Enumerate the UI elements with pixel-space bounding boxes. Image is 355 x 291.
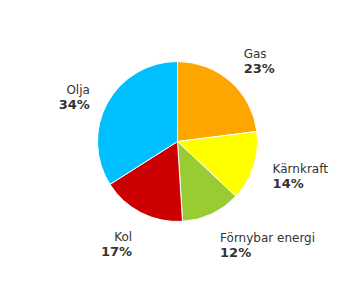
data-label: 14% <box>273 176 304 191</box>
chart-container: Gas23% Kärnkraft14% Förnybar energi12% Kol1… <box>0 0 355 291</box>
data-label: 12% <box>220 245 251 260</box>
chart: Gas23% Kärnkraft14% Förnybar energi12% Kol1… <box>0 0 355 291</box>
slice-label: Olja <box>66 83 89 97</box>
slice-label: Kärnkraft <box>273 162 329 176</box>
slice-label: Förnybar energi <box>220 231 315 245</box>
slice-label: Kol <box>114 230 132 244</box>
data-label: 34% <box>59 97 90 112</box>
slice <box>98 61 178 184</box>
slice <box>178 142 236 222</box>
slice-label: Gas <box>244 47 267 61</box>
labels: Gas23% Kärnkraft14% Förnybar energi12% Kol1… <box>59 47 328 259</box>
data-label: 17% <box>101 244 132 259</box>
slices <box>98 61 258 221</box>
data-label: 23% <box>244 61 275 76</box>
